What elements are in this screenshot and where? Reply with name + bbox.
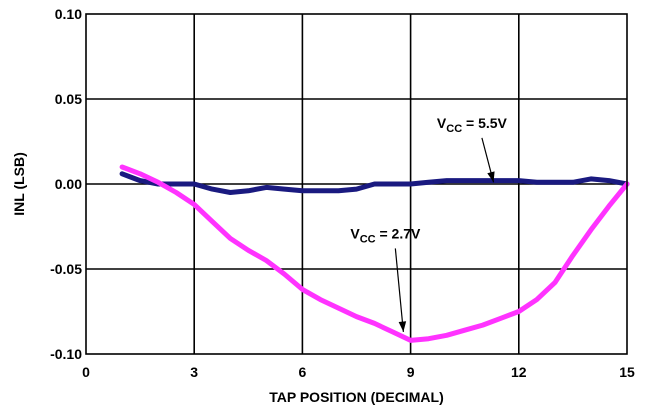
x-tick-label: 6	[299, 364, 307, 380]
series-line-1	[119, 164, 630, 343]
tick-labels: 0 3 6 9 12 15 0.10 0.05 0.00 -0.05 -0.10	[50, 6, 635, 380]
series-label-0: VCC = 5.5V	[437, 115, 508, 135]
x-tick-label: 0	[82, 364, 90, 380]
series-annotations: VCC = 5.5V VCC = 2.7V	[350, 115, 508, 332]
annotation-arrowhead-1	[398, 321, 407, 332]
annotation-arrowhead-0	[487, 171, 495, 183]
x-tick-label: 12	[511, 364, 527, 380]
y-tick-label: -0.10	[50, 346, 82, 362]
series-lines	[119, 164, 630, 343]
series-label-1: VCC = 2.7V	[350, 225, 421, 245]
x-tick-label: 15	[619, 364, 635, 380]
series-line-0	[119, 171, 630, 195]
y-tick-label: -0.05	[50, 261, 82, 277]
y-tick-label: 0.00	[55, 176, 82, 192]
x-tick-label: 9	[407, 364, 415, 380]
y-tick-label: 0.10	[55, 6, 82, 22]
y-tick-label: 0.05	[55, 91, 82, 107]
x-axis-title: TAP POSITION (DECIMAL)	[269, 389, 443, 405]
plot-frame	[85, 13, 628, 355]
y-axis-title: INL (LSB)	[11, 152, 27, 216]
x-tick-label: 3	[190, 364, 198, 380]
annotation-arrow-1	[394, 248, 404, 332]
